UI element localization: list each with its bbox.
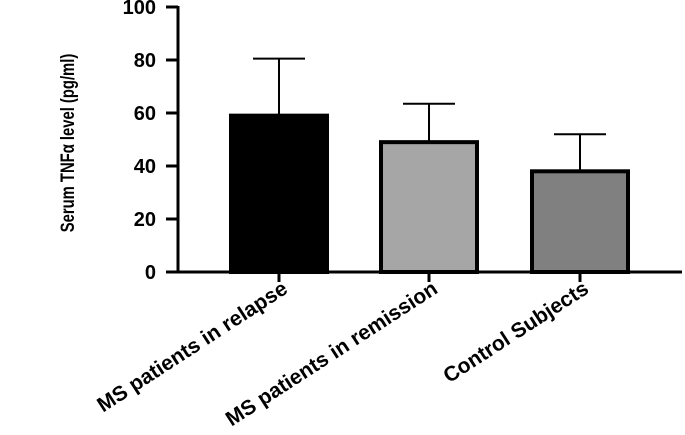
y-axis: 0 20 40 60 80 100 (123, 0, 180, 284)
bar (530, 169, 630, 274)
y-axis-title: Serum TNFα level (pg/ml) (57, 54, 78, 233)
y-tick-label: 60 (134, 103, 156, 125)
category-label: Control Subjects (439, 277, 592, 388)
bars (229, 113, 630, 275)
error-bars (253, 57, 606, 172)
bar (379, 140, 479, 274)
y-tick-label: 0 (145, 262, 156, 284)
y-tick-label: 80 (134, 50, 156, 72)
y-tick-label: 40 (134, 156, 156, 178)
y-tick-label: 100 (123, 0, 156, 19)
bar (229, 113, 329, 275)
y-tick-label: 20 (134, 209, 156, 231)
